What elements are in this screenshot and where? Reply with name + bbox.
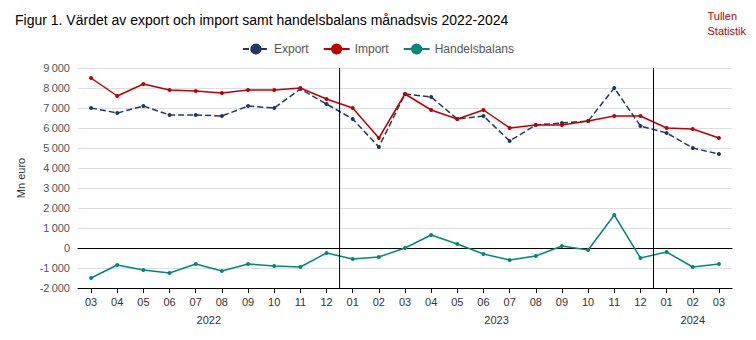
svg-text:06: 06: [477, 296, 489, 308]
svg-text:Mn euro: Mn euro: [15, 158, 27, 198]
svg-text:1 000: 1 000: [43, 222, 70, 234]
svg-text:07: 07: [190, 296, 202, 308]
svg-text:8 000: 8 000: [43, 82, 70, 94]
svg-text:7 000: 7 000: [43, 102, 70, 114]
svg-text:01: 01: [347, 296, 359, 308]
svg-text:Tullen: Tullen: [707, 10, 737, 22]
svg-text:Import: Import: [355, 42, 390, 56]
svg-text:02: 02: [373, 296, 385, 308]
svg-text:11: 11: [609, 296, 620, 308]
svg-text:6 000: 6 000: [43, 122, 70, 134]
svg-text:Export: Export: [274, 42, 309, 56]
svg-text:03: 03: [713, 296, 725, 308]
svg-text:01: 01: [660, 296, 672, 308]
svg-text:-1 000: -1 000: [40, 262, 70, 274]
svg-text:02: 02: [687, 296, 699, 308]
svg-text:2023: 2023: [484, 314, 508, 326]
svg-text:Statistik: Statistik: [707, 25, 746, 37]
svg-text:Handelsbalans: Handelsbalans: [435, 42, 514, 56]
svg-text:2 000: 2 000: [43, 202, 70, 214]
svg-text:2022: 2022: [197, 314, 221, 326]
svg-text:-2 000: -2 000: [40, 282, 70, 294]
svg-text:4 000: 4 000: [43, 162, 70, 174]
svg-text:09: 09: [242, 296, 254, 308]
svg-text:06: 06: [163, 296, 175, 308]
svg-text:Figur 1. Värdet av export och: Figur 1. Värdet av export och import sam…: [15, 12, 509, 28]
svg-text:03: 03: [399, 296, 411, 308]
svg-text:08: 08: [216, 296, 228, 308]
svg-text:12: 12: [634, 296, 646, 308]
svg-text:09: 09: [556, 296, 568, 308]
svg-text:3 000: 3 000: [43, 182, 70, 194]
svg-text:03: 03: [85, 296, 97, 308]
svg-text:11: 11: [295, 296, 306, 308]
svg-text:07: 07: [504, 296, 516, 308]
svg-text:10: 10: [268, 296, 280, 308]
svg-text:2024: 2024: [681, 314, 705, 326]
svg-text:12: 12: [320, 296, 332, 308]
svg-text:05: 05: [137, 296, 149, 308]
svg-text:10: 10: [582, 296, 594, 308]
svg-text:05: 05: [451, 296, 463, 308]
svg-text:08: 08: [530, 296, 542, 308]
svg-text:5 000: 5 000: [43, 142, 70, 154]
svg-text:04: 04: [425, 296, 437, 308]
svg-text:0: 0: [64, 242, 70, 254]
svg-text:9 000: 9 000: [43, 62, 70, 74]
svg-text:04: 04: [111, 296, 123, 308]
